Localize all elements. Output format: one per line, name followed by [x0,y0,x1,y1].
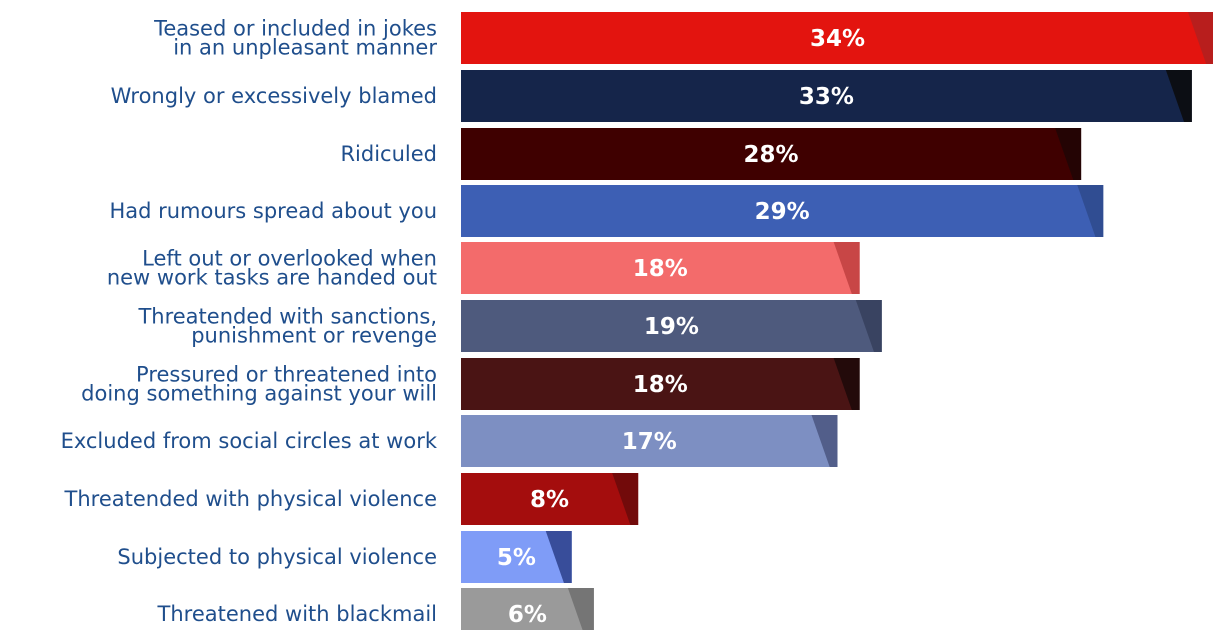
bar-shadow [833,358,860,410]
data-label: 34% [810,26,865,52]
bar-shadow [1165,70,1192,122]
bar-shadow [612,473,639,525]
data-label: 19% [644,314,699,340]
data-label: 6% [508,602,547,628]
category-label: Excluded from social circles at work [61,429,438,453]
category-label: Teased or included in jokes [153,17,437,41]
category-label: punishment or revenge [191,324,437,348]
data-label: 29% [755,199,810,225]
category-label: in an unpleasant manner [173,36,437,60]
bar [461,473,639,525]
data-label: 28% [744,142,799,168]
data-label: 8% [530,487,569,513]
bar [461,242,860,294]
category-label: Ridiculed [340,142,437,166]
category-label: doing something against your will [81,382,437,406]
bar [461,415,838,467]
category-label: Threatened with blackmail [157,602,437,626]
bar-shadow [545,531,572,583]
category-label: Pressured or threatened into [136,363,437,387]
bar [461,70,1192,122]
bar [461,358,860,410]
category-label: new work tasks are handed out [107,266,437,290]
bar [461,300,882,352]
data-label: 5% [497,545,536,571]
category-label: Had rumours spread about you [109,199,437,223]
bar-shadow [833,242,860,294]
bar-shadow [567,588,594,630]
bars-layer: 34% 33% 28% 29% 18% 19% 18% 17% 8% 5% 6% [461,12,1213,630]
bar-shadow [855,300,882,352]
bar [461,128,1082,180]
data-label: 18% [633,256,688,282]
category-label: Threatended with sanctions, [137,305,437,329]
data-label: 17% [622,429,677,455]
data-label: 18% [633,372,688,398]
category-label: Left out or overlooked when [142,247,437,271]
bar-shadow [1077,185,1104,237]
category-label: Subjected to physical violence [117,545,437,569]
category-label: Threatended with physical violence [64,487,437,511]
bar [461,12,1213,64]
bar-shadow [1188,12,1213,64]
bar-shadow [811,415,838,467]
bar-shadow [1055,128,1082,180]
bar [461,185,1104,237]
data-label: 33% [799,84,854,110]
category-label: Wrongly or excessively blamed [111,84,437,108]
